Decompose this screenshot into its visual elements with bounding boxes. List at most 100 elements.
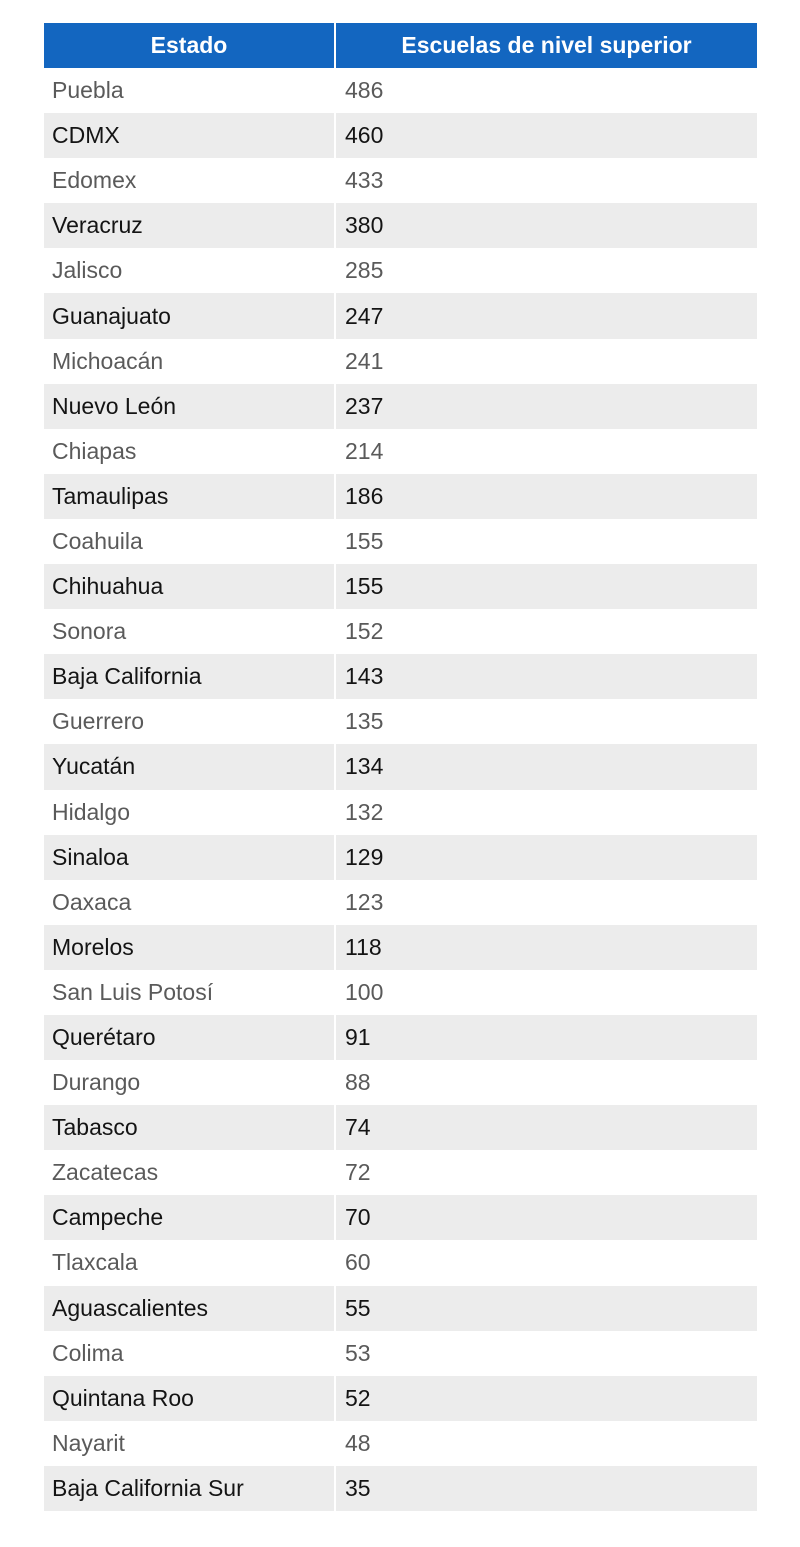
cell-estado: Nayarit — [52, 1429, 125, 1456]
cell-escuelas: 285 — [334, 248, 757, 294]
cell-estado: Colima — [52, 1339, 124, 1366]
cell-estado: Jalisco — [52, 257, 123, 284]
cell-estado: Tamaulipas — [52, 482, 169, 509]
table-row: Querétaro 91 — [44, 1014, 757, 1061]
cell-escuelas: 214 — [334, 428, 757, 474]
cell-escuelas: 380 — [334, 203, 757, 249]
cell-escuelas: 123 — [334, 879, 757, 925]
table-row: Morelos 118 — [44, 924, 757, 970]
cell-estado: CDMX — [52, 122, 120, 149]
cell-escuelas: 35 — [334, 1465, 757, 1511]
table-row: Nayarit 48 — [44, 1420, 757, 1466]
table-row: Sonora 152 — [44, 609, 757, 655]
cell-estado: Hidalgo — [52, 798, 130, 825]
table-row: Michoacán 241 — [44, 338, 757, 384]
table-row: San Luis Potosí 100 — [44, 969, 757, 1015]
table-row: Yucatán 134 — [44, 744, 757, 790]
table-row: Baja California 143 — [44, 654, 757, 700]
table-row: Oaxaca 123 — [44, 879, 757, 925]
cell-estado: Nuevo León — [52, 392, 177, 419]
table-row: Colima 53 — [44, 1330, 757, 1376]
table-row: Guanajuato 247 — [44, 293, 757, 339]
cell-estado: Michoacán — [52, 347, 164, 374]
table-row: Puebla 486 — [44, 68, 757, 114]
header-escuelas: Escuelas de nivel superior — [334, 23, 757, 68]
table-body: Puebla 486 CDMX 460 Edomex 433 Veracruz 380 Jali… — [44, 68, 757, 1511]
cell-estado: Oaxaca — [52, 888, 132, 915]
cell-estado: Puebla — [52, 77, 124, 104]
cell-estado: San Luis Potosí — [52, 978, 214, 1005]
cell-estado: Durango — [52, 1069, 141, 1096]
cell-escuelas: 152 — [334, 609, 757, 655]
table-row: Aguascalientes 55 — [44, 1285, 757, 1331]
cell-escuelas: 155 — [334, 518, 757, 565]
table-row: Tlaxcala 60 — [44, 1240, 757, 1286]
cell-escuelas: 241 — [334, 338, 757, 384]
cell-estado: Sonora — [52, 618, 127, 645]
cell-escuelas: 433 — [334, 158, 757, 204]
cell-estado: Sinaloa — [52, 843, 129, 870]
cell-escuelas: 486 — [334, 68, 757, 114]
cell-estado: Aguascalientes — [52, 1294, 208, 1321]
table-row: Sinaloa 129 — [44, 834, 757, 880]
cell-escuelas: 186 — [334, 473, 757, 519]
cell-estado: Chihuahua — [52, 573, 164, 600]
table-row: CDMX 460 — [44, 113, 757, 159]
cell-estado: Zacatecas — [52, 1159, 159, 1186]
cell-escuelas: 74 — [334, 1105, 757, 1151]
table-row: Chiapas 214 — [44, 428, 757, 474]
cell-escuelas: 237 — [334, 383, 757, 429]
table-row: Quintana Roo 52 — [44, 1375, 757, 1421]
cell-escuelas: 143 — [334, 654, 757, 700]
cell-estado: Campeche — [52, 1204, 164, 1231]
cell-escuelas: 247 — [334, 293, 757, 339]
table-row: Tamaulipas 186 — [44, 473, 757, 519]
table-row: Veracruz 380 — [44, 203, 757, 249]
cell-escuelas: 460 — [334, 113, 757, 159]
cell-estado: Tlaxcala — [52, 1249, 138, 1276]
cell-escuelas: 118 — [334, 924, 757, 970]
cell-escuelas: 91 — [334, 1014, 757, 1061]
schools-table: Estado Escuelas de nivel superior Puebla… — [44, 23, 757, 1511]
table-row: Campeche 70 — [44, 1195, 757, 1241]
cell-estado: Guanajuato — [52, 302, 171, 329]
table-row: Durango 88 — [44, 1060, 757, 1106]
cell-estado: Morelos — [52, 933, 134, 960]
cell-estado: Guerrero — [52, 708, 145, 735]
table-row: Jalisco 285 — [44, 248, 757, 294]
cell-escuelas: 132 — [334, 789, 757, 835]
table-row: Coahuila 155 — [44, 518, 757, 565]
cell-estado: Querétaro — [52, 1024, 156, 1051]
cell-escuelas: 100 — [334, 969, 757, 1015]
table-row: Chihuahua 155 — [44, 564, 757, 610]
cell-escuelas: 70 — [334, 1195, 757, 1241]
cell-estado: Chiapas — [52, 437, 137, 464]
cell-escuelas: 55 — [334, 1285, 757, 1331]
table-row: Edomex 433 — [44, 158, 757, 204]
cell-escuelas: 53 — [334, 1330, 757, 1376]
table-row: Baja California Sur 35 — [44, 1465, 757, 1511]
table-row: Guerrero 135 — [44, 699, 757, 745]
cell-estado: Tabasco — [52, 1114, 138, 1141]
cell-escuelas: 52 — [334, 1375, 757, 1421]
cell-escuelas: 135 — [334, 699, 757, 745]
cell-escuelas: 88 — [334, 1060, 757, 1106]
cell-estado: Yucatán — [52, 753, 136, 780]
header-estado: Estado — [150, 32, 228, 58]
cell-escuelas: 134 — [334, 744, 757, 790]
cell-escuelas: 48 — [334, 1420, 757, 1466]
table-row: Nuevo León 237 — [44, 383, 757, 429]
cell-escuelas: 129 — [334, 834, 757, 880]
cell-estado: Veracruz — [52, 212, 143, 239]
table-row: Tabasco 74 — [44, 1105, 757, 1151]
cell-estado: Edomex — [52, 167, 137, 194]
cell-estado: Coahuila — [52, 527, 143, 554]
cell-escuelas: 155 — [334, 564, 757, 610]
cell-estado: Baja California — [52, 663, 202, 690]
table-header-row: Estado Escuelas de nivel superior — [44, 23, 757, 68]
table-row: Zacatecas 72 — [44, 1150, 757, 1196]
cell-escuelas: 60 — [334, 1240, 757, 1286]
cell-estado: Quintana Roo — [52, 1384, 194, 1411]
cell-estado: Baja California Sur — [52, 1474, 244, 1501]
cell-escuelas: 72 — [334, 1150, 757, 1196]
